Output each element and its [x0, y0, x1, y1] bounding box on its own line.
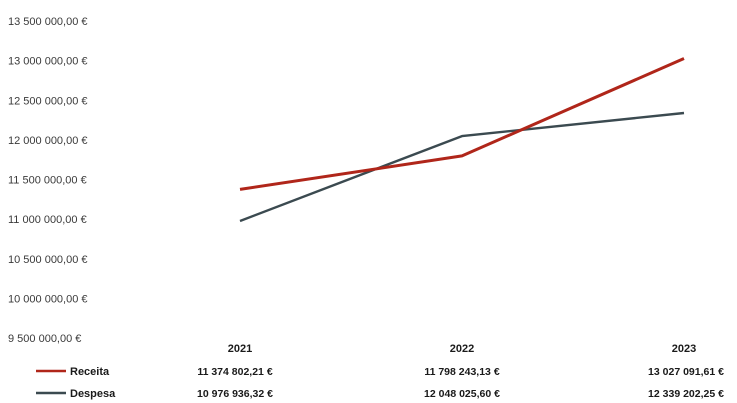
data-table-cell: 12 339 202,25 €: [648, 388, 724, 400]
y-tick-label: 10 000 000,00 €: [8, 293, 88, 305]
series-line-receita: [239, 57, 685, 191]
data-table-cell: 11 374 802,21 €: [197, 366, 272, 378]
data-table-cell: 12 048 025,60 €: [424, 388, 500, 400]
data-table-cell: 10 976 936,32 €: [197, 388, 273, 400]
y-tick-label: 10 500 000,00 €: [8, 254, 88, 266]
series-line-despesa: [239, 111, 685, 223]
x-category-label: 2023: [672, 343, 696, 355]
y-axis-ticks: 9 500 000,00 € 10 000 000,00 € 10 500 000,…: [8, 16, 88, 345]
y-tick-label: 12 000 000,00 €: [8, 135, 88, 147]
y-tick-label: 12 500 000,00 €: [8, 95, 88, 107]
data-table-cell: 11 798 243,13 €: [424, 366, 499, 378]
series-lines: [239, 57, 685, 223]
data-table-cell: 13 027 091,61 €: [648, 366, 724, 378]
x-category-label: 2022: [450, 343, 474, 355]
y-tick-label: 9 500 000,00 €: [8, 333, 81, 345]
y-tick-label: 13 000 000,00 €: [8, 56, 88, 68]
x-axis-categories: 2021 2022 2023: [228, 343, 696, 355]
legend-label-receita: Receita: [70, 366, 110, 378]
data-table: Receita 11 374 802,21 € 11 798 243,13 € 13 …: [36, 366, 724, 400]
legend-label-despesa: Despesa: [70, 388, 116, 400]
x-category-label: 2021: [228, 343, 252, 355]
y-tick-label: 11 500 000,00 €: [8, 175, 87, 187]
y-tick-label: 13 500 000,00 €: [8, 16, 88, 28]
y-tick-label: 11 000 000,00 €: [8, 214, 87, 226]
